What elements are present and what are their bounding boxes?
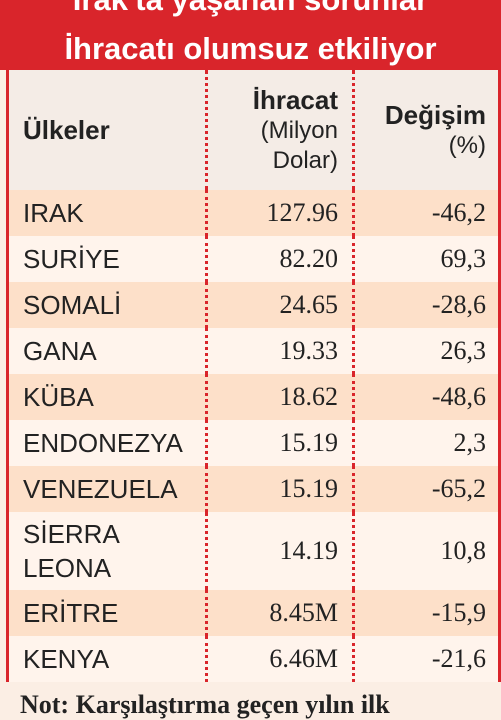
table-row: GANA 19.33 26,3: [9, 328, 498, 374]
column-subtitle: (Milyon Dolar): [260, 116, 338, 174]
table-cell: 14.19: [205, 512, 352, 590]
table-cell: ENDONEZYA: [23, 428, 183, 458]
table-cell: -21,6: [352, 636, 498, 682]
table-cell: 127.96: [205, 190, 352, 236]
table-row: KENYA 6.46M -21,6: [9, 636, 498, 682]
table-cell: -28,6: [352, 282, 498, 328]
table-row: SURİYE 82.20 69,3: [9, 236, 498, 282]
table-cell: 18.62: [205, 374, 352, 420]
column-subtitle: (%): [448, 131, 486, 159]
table-row: IRAK 127.96 -46,2: [9, 190, 498, 236]
table-cell: -15,9: [352, 590, 498, 636]
table-cell: 82.20: [205, 236, 352, 282]
title-line: Irak'ta yaşanan sorunlar: [0, 0, 501, 17]
table-cell: GANA: [23, 336, 97, 366]
column-header: Değişim (%): [352, 70, 498, 190]
column-title: Ülkeler: [23, 114, 110, 145]
table-row: SİERRA LEONA 14.19 10,8: [9, 512, 498, 590]
table-cell: 10,8: [352, 512, 498, 590]
column-header: İhracat (Milyon Dolar): [205, 70, 352, 190]
table-cell: 6.46M: [205, 636, 352, 682]
table-cell: SİERRA LEONA: [23, 519, 119, 583]
table-row: KÜBA 18.62 -48,6: [9, 374, 498, 420]
table-cell: 19.33: [205, 328, 352, 374]
note: Not: Karşılaştırma geçen yılın ilk: [20, 690, 390, 719]
table-cell: 26,3: [352, 328, 498, 374]
header: Irak'ta yaşanan sorunlar İhracatı olumsu…: [0, 0, 501, 70]
table-cell: ERİTRE: [23, 598, 119, 628]
header-row: Ülkeler İhracat (Milyon Dolar) Değişim (…: [9, 70, 498, 190]
table-row: SOMALİ 24.65 -28,6: [9, 282, 498, 328]
table-cell: -48,6: [352, 374, 498, 420]
column-title: İhracat: [252, 84, 338, 115]
table-cell: SOMALİ: [23, 290, 122, 320]
table-row: VENEZUELA 15.19 -65,2: [9, 466, 498, 512]
table-cell: IRAK: [23, 198, 84, 228]
table-cell: 15.19: [205, 466, 352, 512]
table-cell: 69,3: [352, 236, 498, 282]
table-row: ERİTRE 8.45M -15,9: [9, 590, 498, 636]
table: Ülkeler İhracat (Milyon Dolar) Değişim (…: [6, 70, 501, 682]
column-title: Değişim: [384, 99, 486, 130]
table-cell: SURİYE: [23, 244, 120, 274]
table-row: ENDONEZYA 15.19 2,3: [9, 420, 498, 466]
table-cell: KÜBA: [23, 382, 94, 412]
table-cell: 8.45M: [205, 590, 352, 636]
table-cell: -46,2: [352, 190, 498, 236]
table-cell: 15.19: [205, 420, 352, 466]
table-cell: 2,3: [352, 420, 498, 466]
table-cell: -65,2: [352, 466, 498, 512]
table-cell: KENYA: [23, 644, 110, 674]
title-line: İhracatı olumsuz etkiliyor: [64, 31, 437, 66]
table-cell: VENEZUELA: [23, 474, 178, 504]
table-cell: 24.65: [205, 282, 352, 328]
